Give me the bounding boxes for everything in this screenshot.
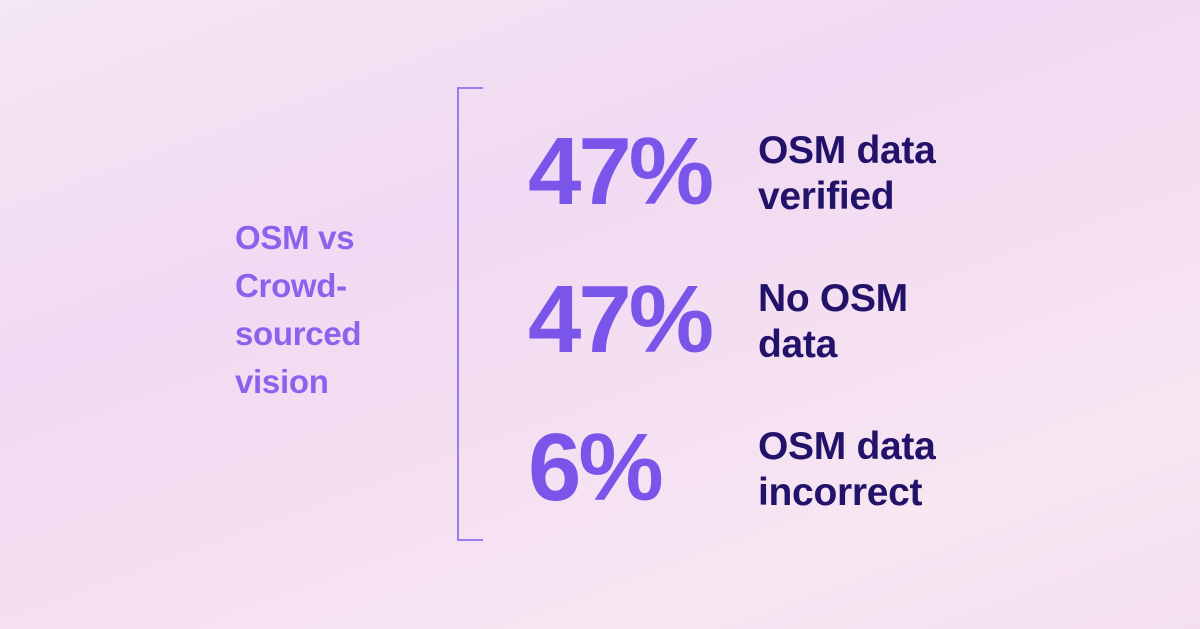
stat-description-line: incorrect [758, 471, 923, 514]
stat-percentage: 47% [528, 118, 714, 225]
stat-description-line: OSM data [758, 129, 936, 172]
stat-percentage: 6% [528, 414, 664, 521]
stat-description-line: No OSM [758, 277, 908, 320]
section-label: OSM vs Crowd- sourced vision [235, 214, 415, 406]
stat-description-line: data [758, 323, 837, 366]
stat-row: 47% No OSM data [528, 270, 1088, 380]
stat-description: No OSM data [758, 276, 908, 368]
section-label-line: OSM vs [235, 219, 355, 256]
stat-row: 6% OSM data incorrect [528, 418, 1088, 528]
stat-description-line: OSM data [758, 425, 936, 468]
stat-description-line: verified [758, 175, 895, 218]
bracket-divider [457, 87, 483, 541]
section-label-line: vision [235, 363, 329, 400]
stat-description: OSM data incorrect [758, 424, 936, 516]
stat-row: 47% OSM data verified [528, 122, 1088, 232]
stat-description: OSM data verified [758, 128, 936, 220]
section-label-line: Crowd- [235, 267, 347, 304]
stat-percentage: 47% [528, 266, 714, 373]
section-label-line: sourced [235, 315, 362, 352]
